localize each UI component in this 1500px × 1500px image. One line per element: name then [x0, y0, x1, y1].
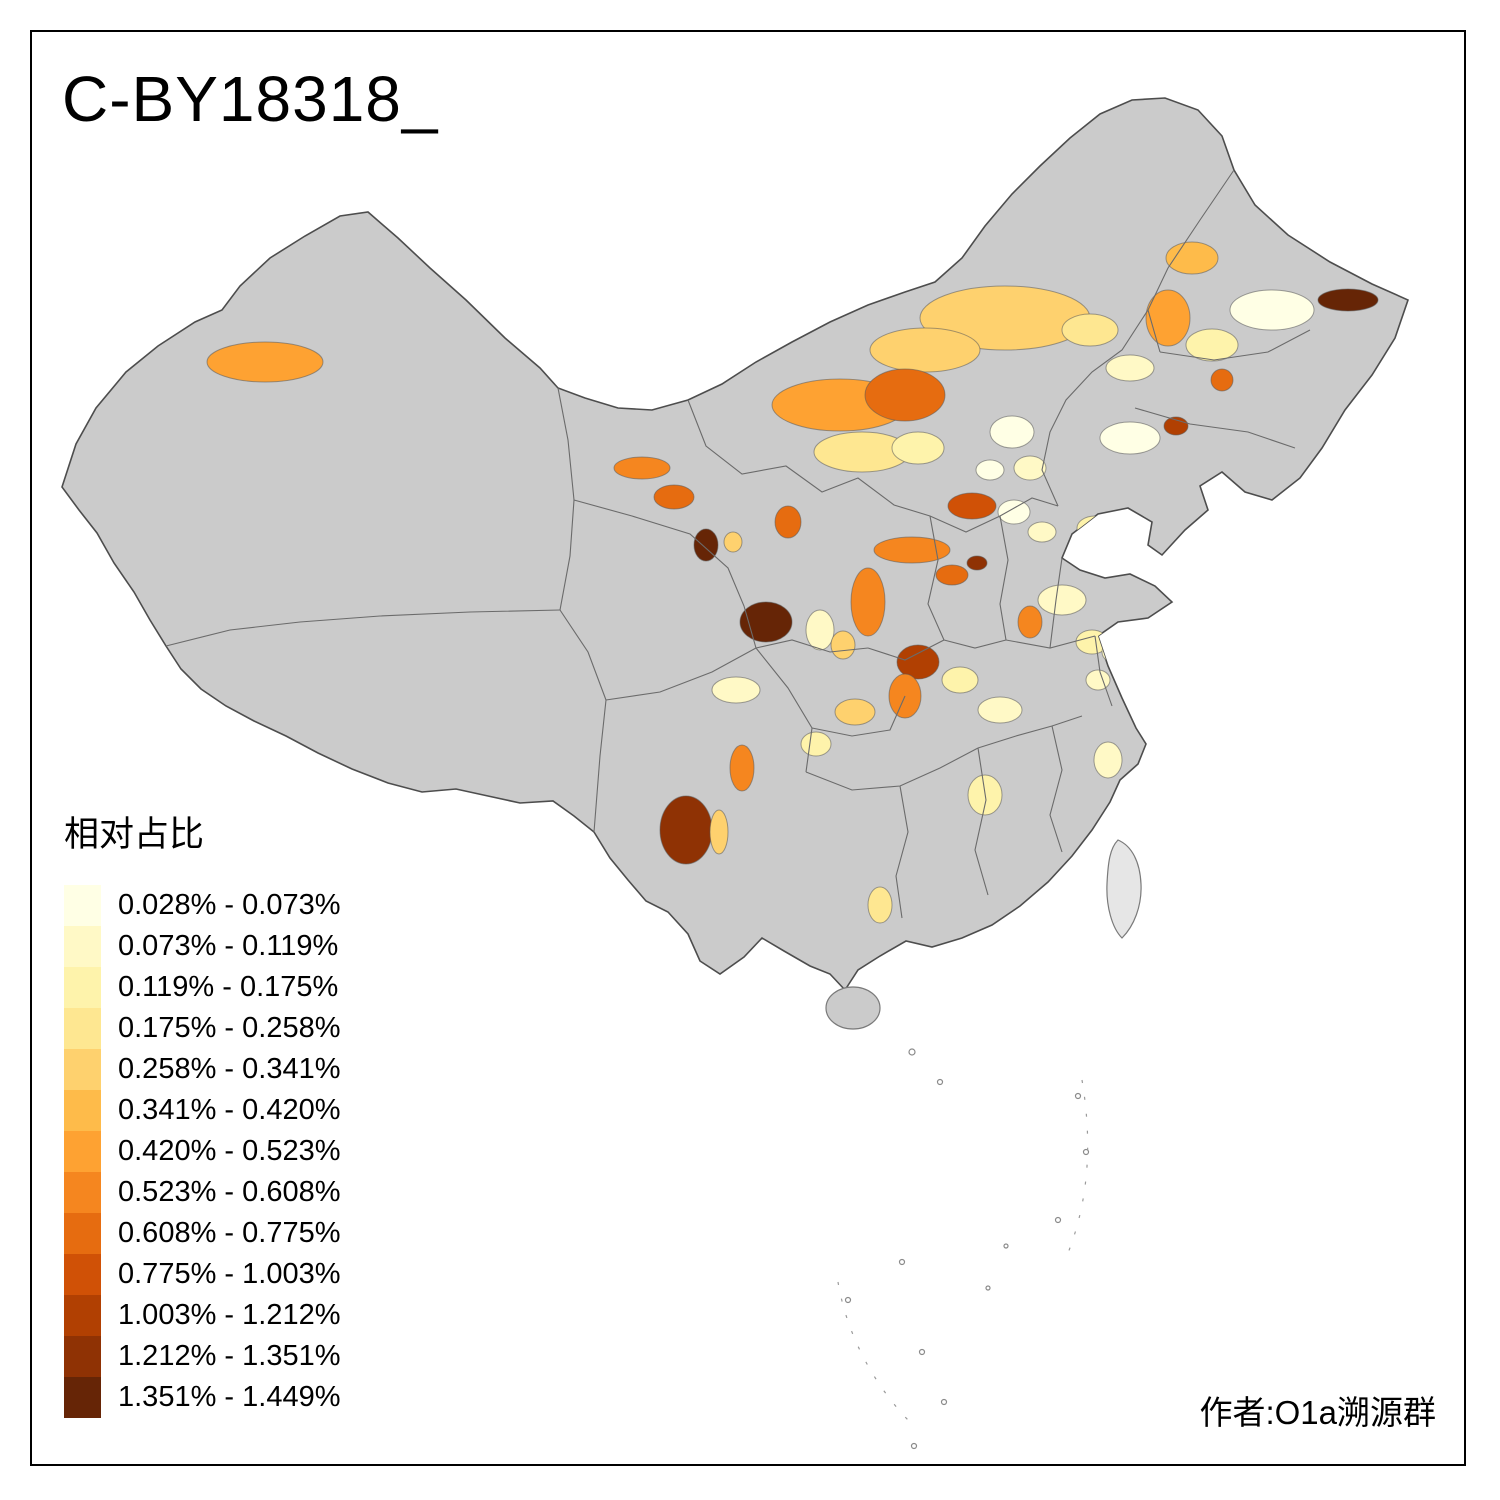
legend-item: 0.028% - 0.073% [64, 885, 340, 926]
map-region [774, 505, 802, 539]
legend-item: 0.420% - 0.523% [64, 1131, 340, 1172]
legend-label: 0.073% - 0.119% [118, 930, 339, 962]
map-region [1165, 241, 1219, 275]
legend-label: 1.212% - 1.351% [118, 1340, 341, 1372]
map-region [1027, 521, 1057, 543]
map-region [966, 555, 988, 571]
legend-swatch [64, 1254, 101, 1295]
map-region [1210, 368, 1234, 392]
map-region [659, 795, 713, 865]
map-region [867, 886, 893, 924]
map-region [1076, 515, 1114, 541]
legend-label: 0.523% - 0.608% [118, 1176, 341, 1208]
legend-item: 0.523% - 0.608% [64, 1172, 340, 1213]
legend-swatch [64, 1049, 101, 1090]
map-region [1085, 669, 1111, 691]
map-region [873, 536, 951, 564]
map-region [1061, 313, 1119, 347]
map-region [723, 531, 743, 553]
legend-label: 0.028% - 0.073% [118, 889, 341, 921]
legend-label: 1.351% - 1.449% [118, 1381, 341, 1413]
map-region [1017, 605, 1043, 639]
map-region [1037, 584, 1087, 616]
legend-swatch [64, 885, 101, 926]
map-region [830, 630, 856, 660]
legend-swatch [64, 1090, 101, 1131]
map-region [1145, 289, 1191, 347]
map-region [997, 499, 1031, 525]
map-region [989, 415, 1035, 449]
map-region [834, 698, 876, 726]
legend-label: 1.003% - 1.212% [118, 1299, 341, 1331]
map-region [947, 492, 997, 520]
legend-item: 1.212% - 1.351% [64, 1336, 340, 1377]
map-region [891, 431, 945, 465]
map-region [1229, 289, 1315, 331]
map-region [739, 601, 793, 643]
map-region [850, 567, 886, 637]
map-region [1013, 455, 1047, 481]
legend-swatch [64, 1131, 101, 1172]
legend-label: 0.608% - 0.775% [118, 1217, 341, 1249]
legend-label: 0.775% - 1.003% [118, 1258, 341, 1290]
map-region [613, 456, 671, 480]
legend-swatch [64, 1295, 101, 1336]
map-region [709, 809, 729, 855]
map-region [975, 459, 1005, 481]
map-region [864, 368, 946, 422]
legend-item: 1.003% - 1.212% [64, 1295, 340, 1336]
map-region [1185, 328, 1239, 362]
map-region [977, 696, 1023, 724]
map-region [729, 744, 755, 792]
legend-swatch [64, 1336, 101, 1377]
legend-label: 0.420% - 0.523% [118, 1135, 341, 1167]
legend-label: 0.258% - 0.341% [118, 1053, 341, 1085]
colored-regions [206, 241, 1379, 924]
legend-swatch [64, 1213, 101, 1254]
legend-item: 1.351% - 1.449% [64, 1377, 340, 1418]
map-region [711, 676, 761, 704]
legend-item: 0.073% - 0.119% [64, 926, 340, 967]
map-region [800, 731, 832, 757]
map-region [896, 644, 940, 680]
map-region [1317, 288, 1379, 312]
page-title: C-BY18318_ [62, 63, 439, 135]
taiwan-island [1106, 839, 1142, 939]
legend-items: 0.028% - 0.073% 0.073% - 0.119% 0.119% - 0… [64, 885, 340, 1418]
legend-swatch [64, 1008, 101, 1049]
legend-label: 0.119% - 0.175% [118, 971, 339, 1003]
legend: 相对占比 0.028% - 0.073% 0.073% - 0.119% 0.119… [64, 806, 340, 1418]
map-region [805, 609, 835, 651]
province-borders [165, 169, 1311, 919]
hainan-island [825, 986, 881, 1030]
legend-swatch [64, 926, 101, 967]
legend-label: 0.175% - 0.258% [118, 1012, 341, 1044]
legend-item: 0.775% - 1.003% [64, 1254, 340, 1295]
legend-item: 0.119% - 0.175% [64, 967, 340, 1008]
map-region [1105, 354, 1155, 382]
legend-title: 相对占比 [64, 815, 205, 854]
map-region [935, 564, 969, 586]
legend-item: 0.341% - 0.420% [64, 1090, 340, 1131]
map-region [1093, 741, 1123, 779]
legend-swatch [64, 1377, 101, 1418]
map-region [869, 327, 981, 373]
legend-swatch [64, 1172, 101, 1213]
legend-label: 0.341% - 0.420% [118, 1094, 341, 1126]
map-region [941, 666, 979, 694]
legend-item: 0.608% - 0.775% [64, 1213, 340, 1254]
legend-item: 0.175% - 0.258% [64, 1008, 340, 1049]
map-region [1099, 421, 1161, 455]
map-region [206, 341, 324, 383]
south-china-sea-islands [837, 1048, 1090, 1450]
legend-swatch [64, 967, 101, 1008]
attribution-text: 作者:O1a溯源群 [1199, 1394, 1436, 1431]
map-region [653, 484, 695, 510]
legend-item: 0.258% - 0.341% [64, 1049, 340, 1090]
